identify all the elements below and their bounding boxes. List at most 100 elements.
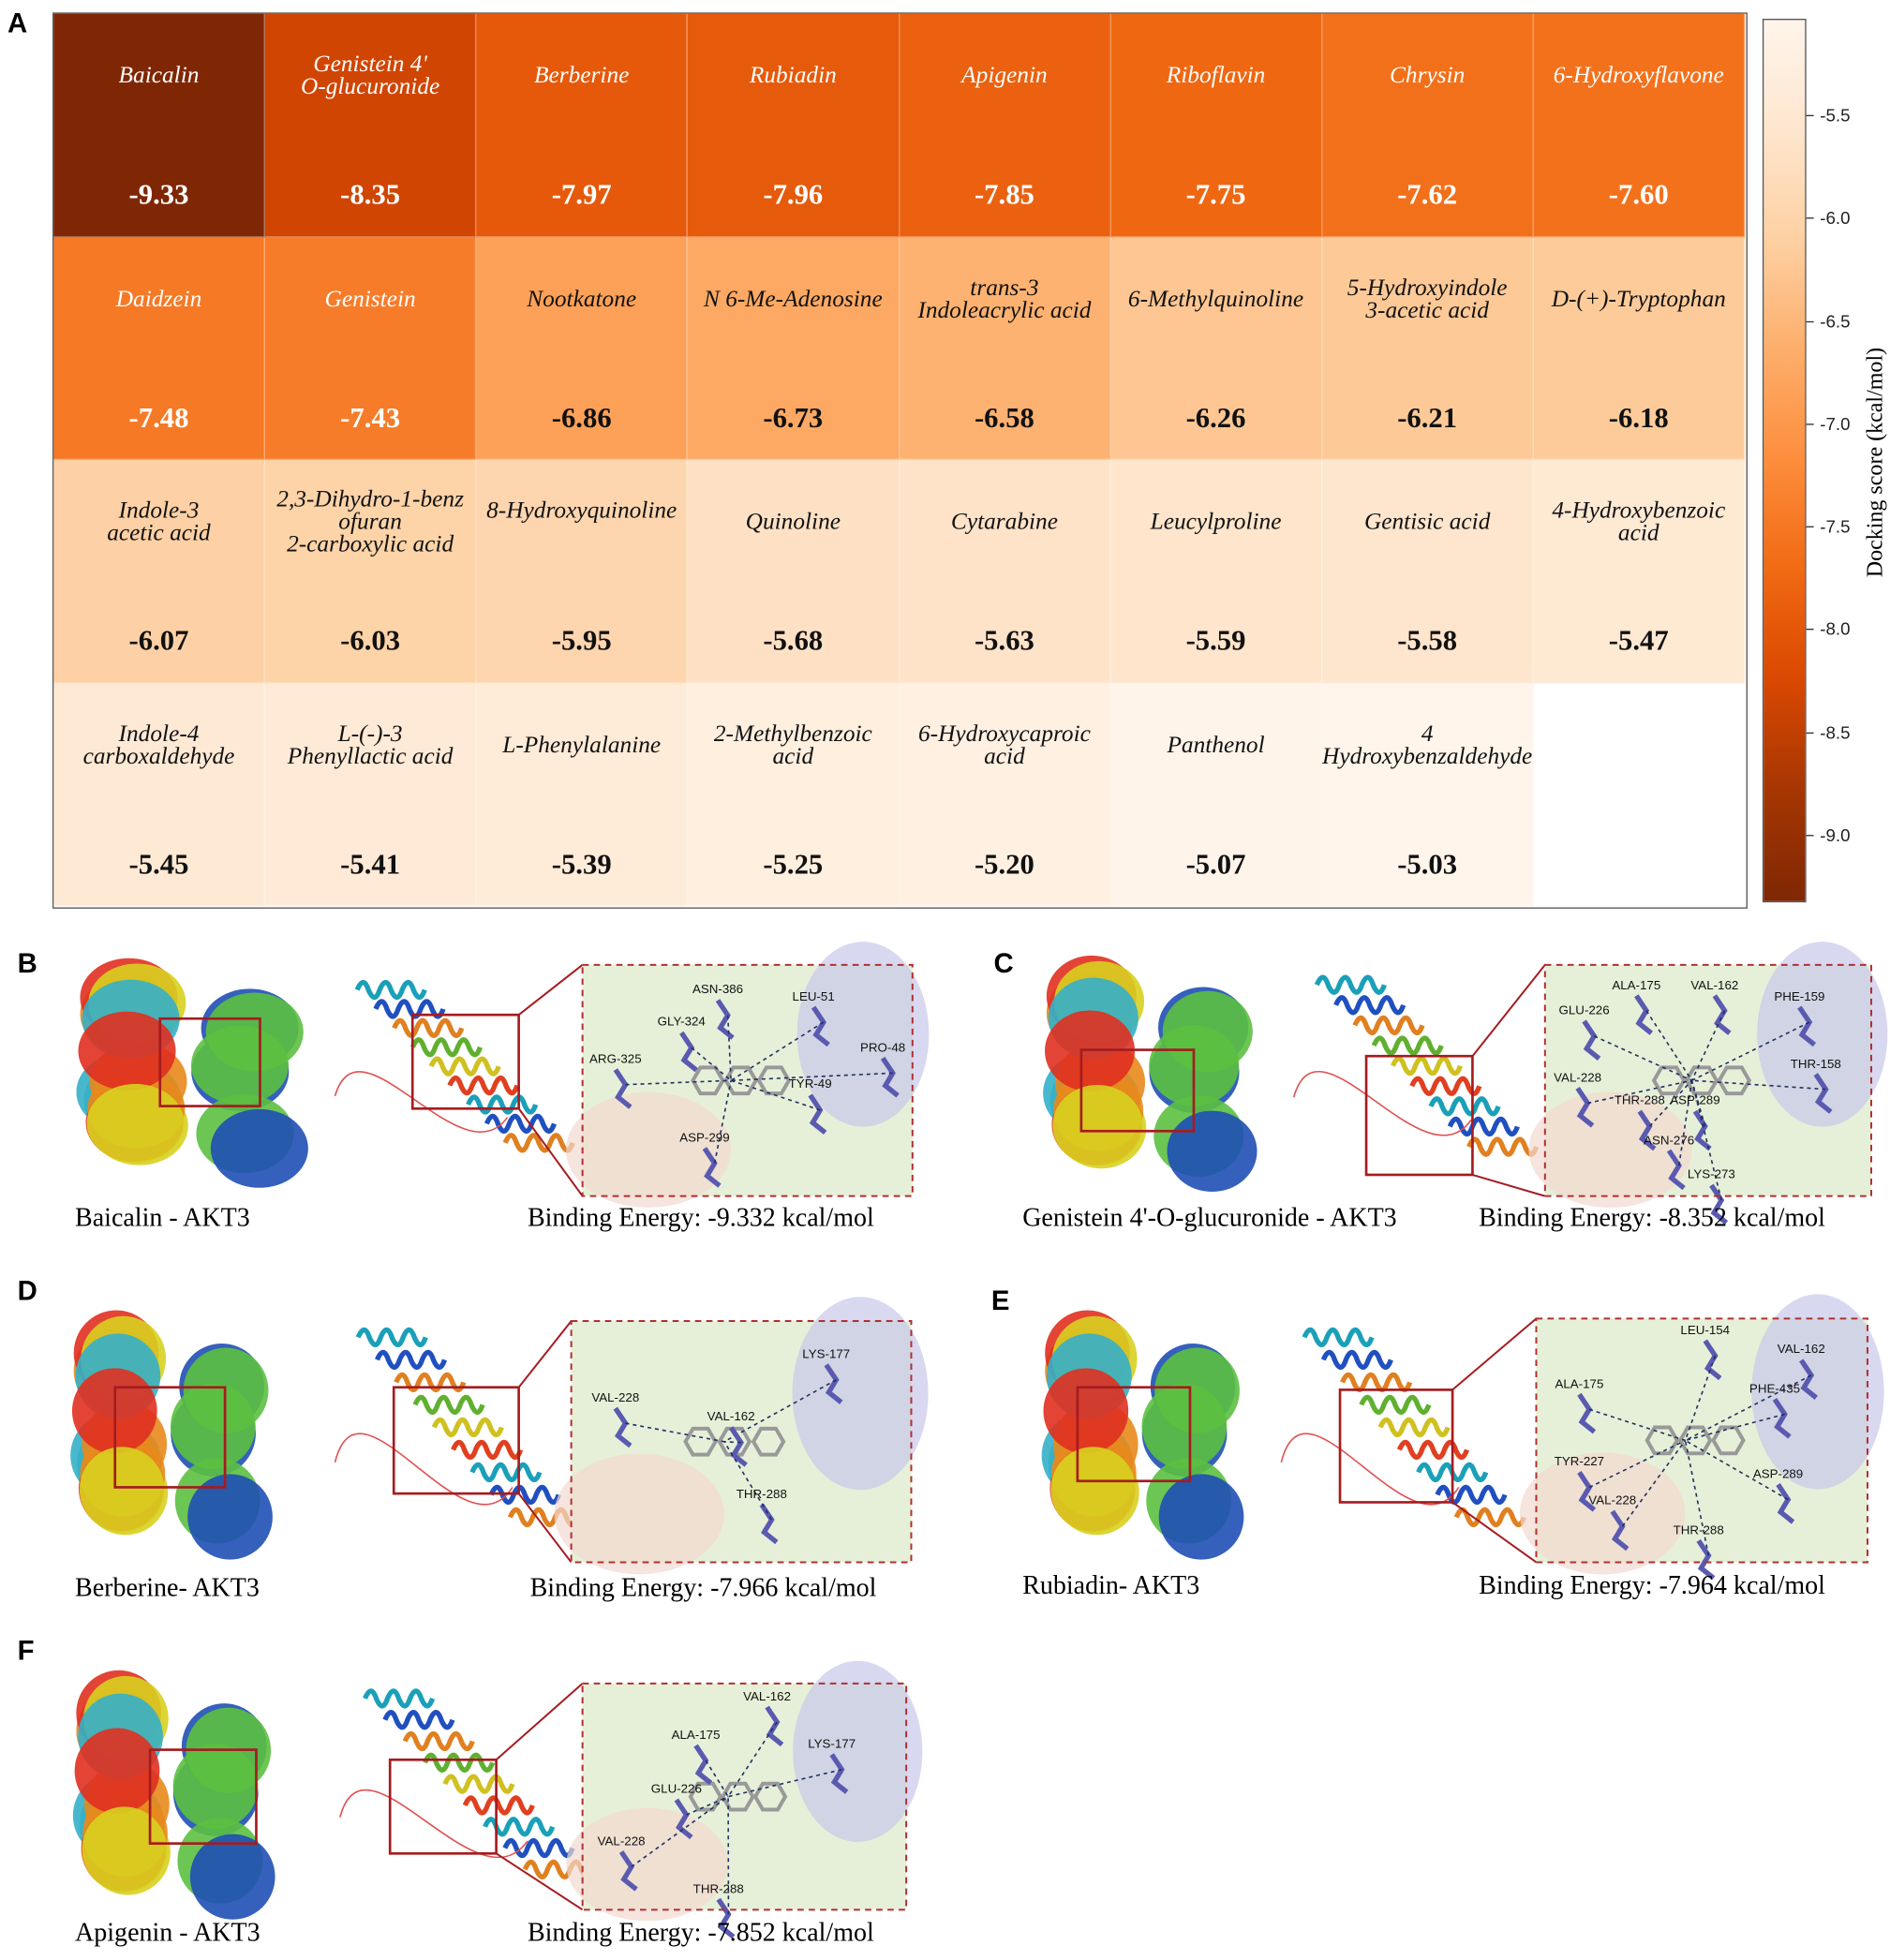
ligand: [751, 1426, 786, 1457]
zoom-line: [517, 1320, 573, 1388]
cell-value: -7.62: [1397, 178, 1458, 211]
h-bond: [1645, 1010, 1693, 1081]
ligand: [688, 1781, 723, 1812]
cell-value: -6.58: [974, 401, 1034, 434]
cell-name: 6-Methylquinoline: [1127, 285, 1304, 312]
cell-name: 6-Hydroxycaproic acid: [917, 720, 1091, 770]
cell-value: -7.75: [1185, 178, 1246, 211]
protein-cartoon: [1391, 1055, 1464, 1077]
heatmap-cell: L-Phenylalanine -5.39: [476, 683, 689, 907]
zoom-box: [1543, 963, 1872, 1197]
protein-cartoon: [1371, 1035, 1444, 1056]
zoom-line: [495, 1683, 584, 1761]
protein-cartoon: [469, 1462, 543, 1483]
protein-cartoon: [1453, 1507, 1526, 1528]
residue-label: PRO-48: [860, 1041, 906, 1056]
heatmap-cell: Quinoline -5.68: [688, 459, 900, 684]
heatmap-cell: Baicalin -9.33: [53, 13, 265, 237]
cell-name: 8-Hydroxyquinoline: [486, 497, 677, 524]
cell-name: 6-Hydroxyflavone: [1553, 62, 1724, 89]
residue-stick: [1577, 1392, 1597, 1434]
zoom-line: [496, 1852, 584, 1911]
ligand: [1684, 1065, 1719, 1096]
cell-name: 4 Hydroxybenzaldehyde: [1322, 720, 1533, 770]
cell-value: -5.45: [128, 848, 189, 880]
residue-label: ALA-175: [1555, 1377, 1604, 1391]
heatmap-cell: 4 Hydroxybenzaldehyde -5.03: [1322, 683, 1534, 907]
heatmap-cell: Riboflavin -7.75: [1110, 13, 1323, 237]
residue-stick: [716, 1897, 736, 1939]
colorbar-tick-label: -9.0: [1820, 824, 1851, 845]
cell-value: -5.68: [763, 624, 824, 657]
cell-name: N 6-Me-Adenosine: [703, 285, 883, 312]
protein-cartoon: [451, 1439, 524, 1461]
h-bond: [1593, 1035, 1692, 1081]
protein-surface: [1052, 1084, 1143, 1166]
protein-cartoon: [1428, 1096, 1501, 1117]
ligand: [1711, 1425, 1746, 1456]
residue-stick: [1799, 1359, 1818, 1400]
heatmap: Baicalin -9.33 Genistein 4' O-glucuronide -…: [52, 12, 1748, 909]
cell-name: Rubiadin: [749, 62, 837, 89]
protein-surface: [1158, 1474, 1244, 1560]
cell-name: Daidzein: [115, 285, 202, 312]
cell-value: -5.59: [1185, 624, 1246, 657]
colorbar-tick: [1806, 834, 1814, 837]
protein-cartoon: [502, 1837, 575, 1859]
residue-stick: [693, 1744, 713, 1786]
residue-stick: [613, 1068, 632, 1109]
cell-name: Berberine: [534, 62, 630, 89]
zoom-line: [517, 1492, 573, 1564]
protein-cartoon: [363, 1688, 436, 1709]
residue-label: GLU-226: [1558, 1003, 1610, 1018]
residue-label: PHE-435: [1749, 1382, 1801, 1397]
cell-value: -5.58: [1397, 624, 1458, 657]
protein-cartoon: [1340, 1372, 1413, 1393]
h-bond: [686, 1795, 729, 1816]
protein-cartoon: [1320, 1349, 1393, 1371]
zoom-line: [1472, 1173, 1546, 1197]
protein-loop: [1292, 1071, 1472, 1136]
zoom-shade: [1519, 1452, 1686, 1575]
cell-name: L-(-)-3 Phenyllactic acid: [287, 720, 454, 770]
residue-stick: [1712, 994, 1732, 1035]
selection-box: [148, 1748, 258, 1845]
residue-label: VAL-162: [1777, 1343, 1825, 1358]
residue-stick: [702, 1147, 722, 1188]
h-bond: [625, 1422, 725, 1443]
panel-label: B: [17, 947, 37, 979]
residue-stick: [1634, 994, 1653, 1035]
residue-label: THR-288: [1614, 1094, 1665, 1108]
h-bond: [723, 1441, 773, 1521]
protein-cartoon: [1409, 1076, 1482, 1096]
colorbar-tick: [1806, 217, 1814, 220]
protein-cartoon: [447, 1075, 520, 1096]
selection-box: [392, 1386, 520, 1495]
protein-cartoon: [1447, 1116, 1520, 1137]
heatmap-cell: Berberine -7.97: [476, 13, 689, 237]
cell-value: -7.60: [1608, 178, 1669, 211]
h-bond: [713, 1080, 732, 1164]
residue-stick: [1772, 1397, 1792, 1439]
h-bond: [1684, 1440, 1710, 1556]
residue-stick: [1709, 1183, 1729, 1225]
heatmap-cell: 6-Hydroxycaproic acid -5.20: [899, 683, 1111, 907]
cell-value: -8.35: [340, 178, 401, 211]
h-bond: [730, 1079, 821, 1111]
protein-surface: [86, 1083, 185, 1163]
cell-name: Leucylproline: [1150, 508, 1282, 535]
residue-stick: [1797, 1005, 1817, 1047]
heatmap-cell: 6-Methylquinoline -6.26: [1110, 236, 1323, 460]
caption-complex: Baicalin - AKT3: [75, 1202, 250, 1233]
residue-stick: [880, 1056, 900, 1098]
colorbar: [1762, 19, 1807, 903]
residue-label: THR-158: [1790, 1057, 1841, 1072]
cell-value: -6.26: [1185, 401, 1246, 434]
cell-value: -5.41: [340, 848, 401, 880]
h-bond: [1690, 1010, 1726, 1081]
protein-surface: [1167, 1110, 1258, 1193]
protein-cartoon: [373, 999, 446, 1019]
protein-cartoon: [394, 1372, 467, 1393]
zoom-line: [1471, 964, 1546, 1057]
